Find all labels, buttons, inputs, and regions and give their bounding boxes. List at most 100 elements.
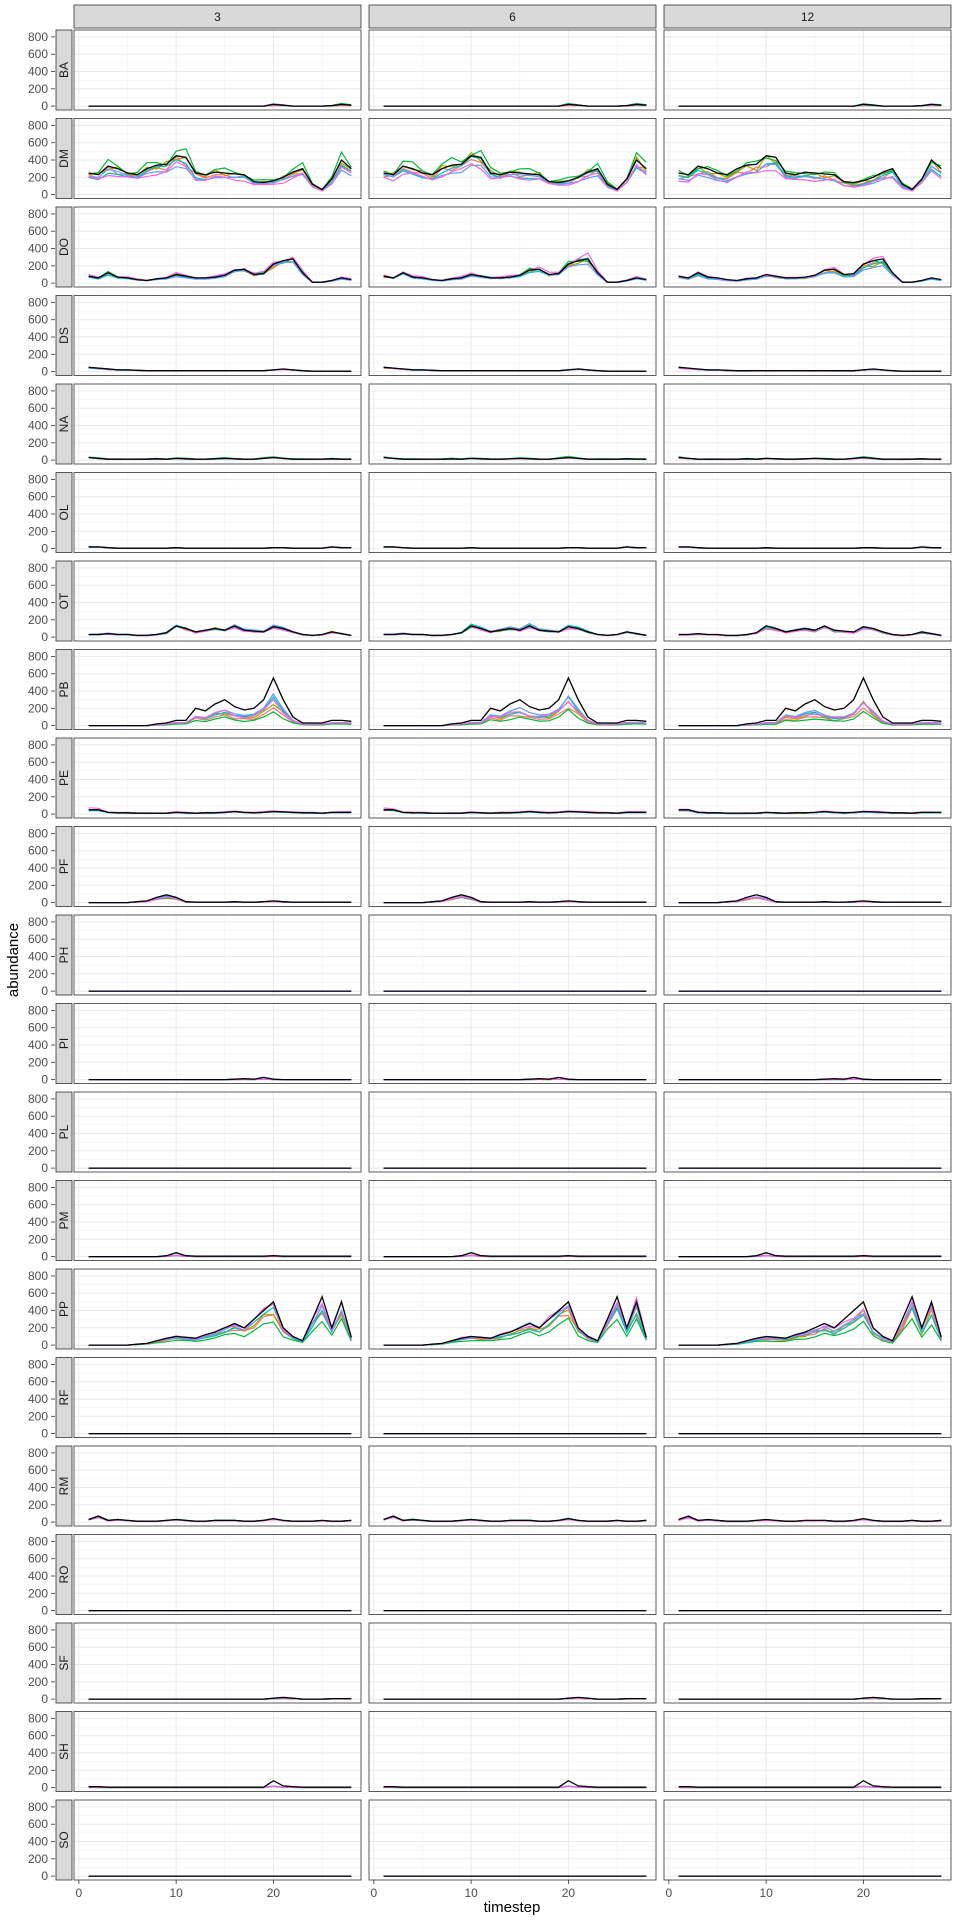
y-tick-label: 200 [28, 524, 48, 538]
series-line-observed-dm [678, 155, 942, 191]
panel-border [663, 1622, 952, 1704]
row-strip-SH [55, 1711, 73, 1792]
panel-border [368, 1445, 657, 1527]
panel-border [368, 118, 657, 199]
series-line-observed-pf [383, 894, 647, 904]
row-strip-label: OL [57, 504, 71, 520]
y-tick-label: 800 [28, 1534, 48, 1548]
panel-border [73, 118, 362, 199]
panel-background [369, 1711, 656, 1792]
y-tick-label: 0 [41, 1781, 48, 1795]
panel-background [74, 1092, 361, 1172]
y-tick-label: 0 [41, 99, 48, 113]
y-tick-label: 400 [28, 330, 48, 344]
panel-background [664, 1180, 951, 1261]
series-line-observed-do [383, 258, 647, 283]
series-line-observed-ot [383, 625, 647, 637]
y-tick-label: 600 [28, 1463, 48, 1477]
y-tick-label: 600 [28, 844, 48, 858]
y-tick-label: 200 [28, 436, 48, 450]
row-strip-PP [55, 1268, 73, 1350]
y-tick-label: 800 [28, 561, 48, 575]
series-line-observed-ds [383, 366, 647, 372]
panel-border [663, 826, 952, 907]
series-line-observed-pe [88, 809, 352, 814]
panel-background [369, 295, 656, 376]
row-strip-label: BA [57, 62, 71, 78]
series-line-observed-dm [383, 155, 647, 191]
y-tick-label: 400 [28, 773, 48, 787]
y-tick-label: 800 [28, 207, 48, 221]
panel-border [73, 29, 362, 111]
y-tick-label: 200 [28, 878, 48, 892]
series-line-observed-ol [383, 546, 647, 549]
panel-border [663, 1180, 952, 1261]
panel-border [663, 649, 952, 730]
panel-border [368, 29, 657, 111]
panel-border [368, 1799, 657, 1881]
y-tick-label: 0 [41, 1869, 48, 1883]
series-line-observed-do [678, 258, 942, 283]
y-tick-label: 600 [28, 490, 48, 504]
panel-background [664, 915, 951, 995]
panel-border [663, 560, 952, 642]
row-strip-label: PB [57, 681, 71, 697]
panel-background [369, 1534, 656, 1615]
row-strip-label: RF [57, 1390, 71, 1406]
panel-background [664, 30, 951, 110]
panel-background [369, 1180, 656, 1261]
panel-background [74, 1800, 361, 1880]
panel-border [663, 472, 952, 553]
x-axis-title: timestep [484, 1899, 541, 1916]
panel-background [74, 1623, 361, 1703]
panel-border [73, 1445, 362, 1527]
panel-border [663, 1091, 952, 1173]
panel-background [664, 1446, 951, 1526]
y-tick-label: 0 [41, 807, 48, 821]
series-line-observed-sf [383, 1696, 647, 1700]
panel-background [664, 1269, 951, 1349]
y-tick-label: 600 [28, 1552, 48, 1566]
row-strip-label: PM [57, 1211, 71, 1229]
panel-background [664, 826, 951, 907]
panel-border [368, 1268, 657, 1350]
panel-background [74, 384, 361, 464]
y-tick-label: 400 [28, 1038, 48, 1052]
y-axis-title: abundance [5, 923, 22, 997]
series-line-observed-na [383, 456, 647, 460]
row-strip-OT [55, 560, 73, 642]
y-tick-label: 0 [41, 630, 48, 644]
x-tick-label: 0 [371, 1886, 378, 1900]
col-strip-6 [368, 4, 657, 29]
series-line-observed-pf [678, 894, 942, 904]
panel-border [73, 1003, 362, 1084]
panel-border [663, 206, 952, 288]
y-tick-label: 400 [28, 1392, 48, 1406]
row-strip-PE [55, 737, 73, 819]
y-tick-label: 800 [28, 384, 48, 398]
y-tick-label: 800 [28, 1711, 48, 1725]
y-tick-label: 0 [41, 453, 48, 467]
y-tick-label: 400 [28, 684, 48, 698]
series-line-observed-rm [88, 1515, 352, 1522]
row-strip-label: PE [57, 770, 71, 786]
panel-border [368, 1711, 657, 1792]
y-tick-label: 200 [28, 1586, 48, 1600]
y-tick-label: 400 [28, 242, 48, 256]
series-line-observed-ol [88, 546, 352, 549]
series-line-observed-ds [678, 366, 942, 372]
row-strip-RM [55, 1445, 73, 1527]
y-tick-label: 0 [41, 719, 48, 733]
panel-background [369, 384, 656, 464]
y-tick-label: 800 [28, 1269, 48, 1283]
y-tick-label: 600 [28, 313, 48, 327]
y-tick-label: 400 [28, 65, 48, 79]
series-line-observed-na [678, 456, 942, 460]
series-line-observed-sh [678, 1779, 942, 1788]
row-strip-label: PL [57, 1124, 71, 1139]
y-tick-label: 0 [41, 1250, 48, 1264]
panel-background [74, 295, 361, 376]
y-tick-label: 400 [28, 1835, 48, 1849]
panel-border [663, 1445, 952, 1527]
panel-border [368, 1622, 657, 1704]
